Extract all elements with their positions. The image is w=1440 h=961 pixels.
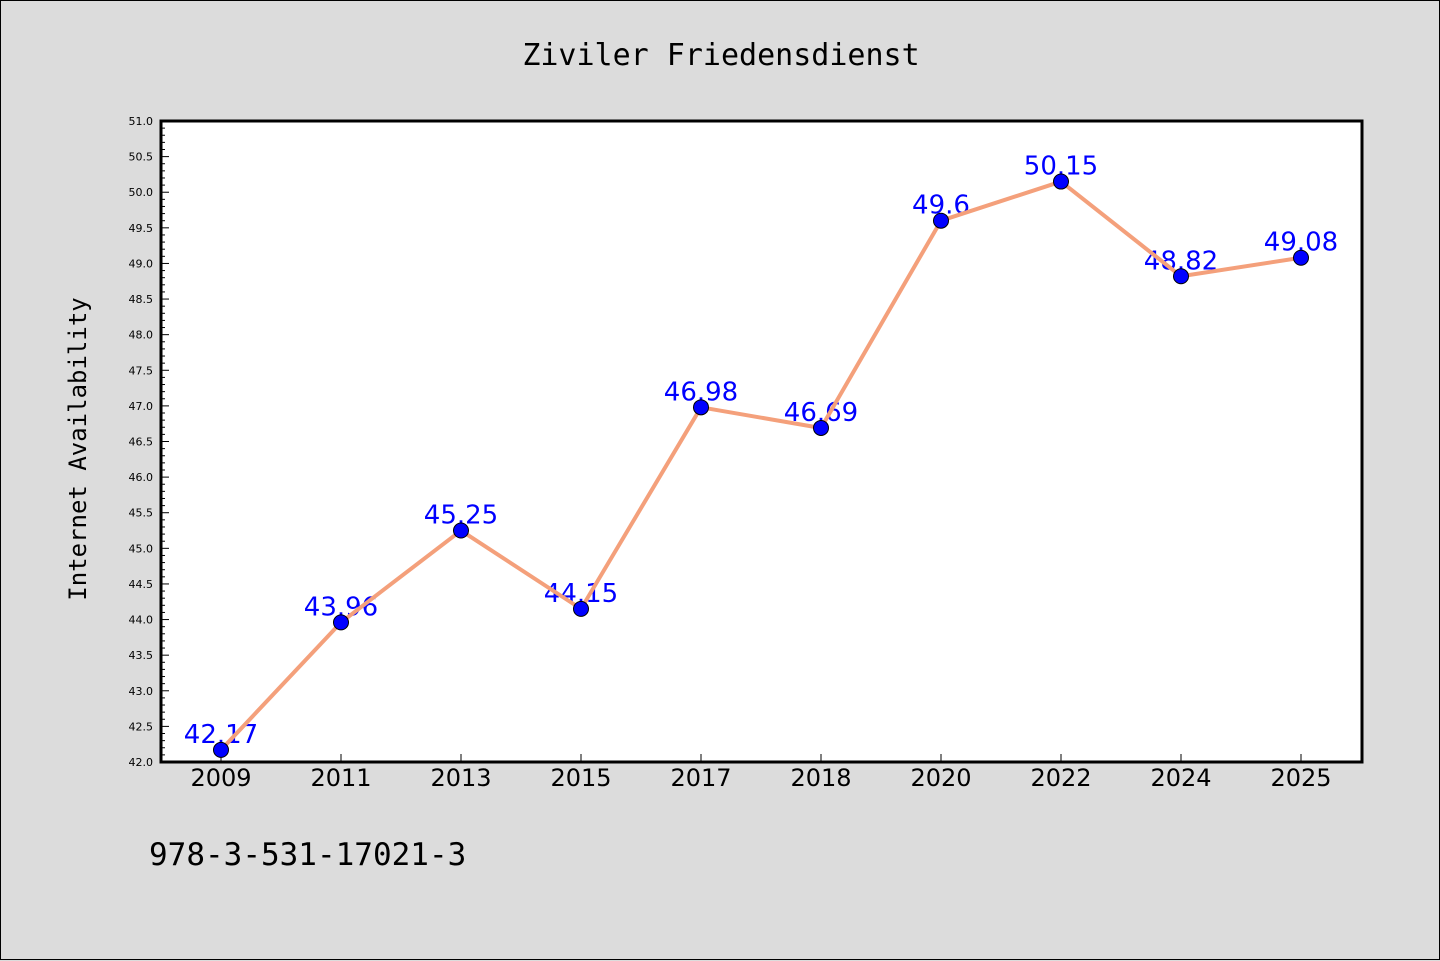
x-tick-label: 2013: [430, 764, 491, 792]
y-tick-label: 47.5: [129, 364, 154, 377]
data-point: [693, 399, 709, 416]
y-tick-label: 50.0: [129, 186, 154, 199]
data-point: [933, 212, 949, 229]
y-axis-ticks: 42.0 42.5 43.0 43.5 44.0 44.5 45.0 45.5 46.0 46.5…: [129, 115, 169, 769]
data-labels: 42.1743.9645.2544.1546.9846.6949.650.154…: [184, 152, 1338, 750]
series-line: [219, 179, 1302, 752]
data-point: [213, 741, 229, 758]
y-tick-label: 50.5: [129, 151, 154, 164]
x-tick-label: 2009: [190, 764, 251, 792]
chart-title: Ziviler Friedensdienst: [522, 38, 919, 73]
x-tick-label: 2017: [670, 764, 731, 792]
y-axis-label: Internet Availability: [64, 297, 92, 600]
y-tick-label: 42.0: [129, 756, 154, 769]
x-tick-label: 2011: [310, 764, 371, 792]
data-point: [1293, 249, 1309, 266]
y-tick-label: 43.0: [129, 685, 154, 698]
footer-isbn: 978-3-531-17021-3: [149, 837, 466, 873]
data-point: [1173, 268, 1189, 285]
data-point: [813, 419, 829, 436]
y-tick-label: 49.5: [129, 222, 154, 235]
x-tick-label: 2020: [910, 764, 971, 792]
y-tick-label: 45.5: [129, 507, 154, 520]
x-tick-label: 2018: [790, 764, 851, 792]
y-tick-label: 51.0: [129, 115, 154, 128]
data-point: [453, 522, 469, 539]
x-axis-ticks: 2009 2011 2013 2015 2017 2018 2020 2022 2024 2025: [190, 754, 1332, 792]
data-point: [1053, 173, 1069, 190]
data-point: [573, 600, 589, 617]
y-tick-label: 42.5: [129, 720, 154, 733]
y-tick-label: 45.0: [129, 542, 154, 555]
y-tick-label: 44.5: [129, 578, 154, 591]
y-tick-label: 43.5: [129, 649, 154, 662]
x-tick-label: 2024: [1150, 764, 1211, 792]
y-tick-label: 48.0: [129, 329, 154, 342]
data-series: [213, 173, 1309, 758]
y-tick-label: 44.0: [129, 614, 154, 627]
y-tick-label: 49.0: [129, 257, 154, 270]
data-point: [333, 614, 349, 631]
y-tick-label: 46.0: [129, 471, 154, 484]
x-tick-label: 2015: [550, 764, 611, 792]
y-tick-label: 46.5: [129, 436, 154, 449]
x-tick-label: 2022: [1030, 764, 1091, 792]
plot-area: [159, 119, 1364, 764]
y-tick-label: 47.0: [129, 400, 154, 413]
x-tick-label: 2025: [1270, 764, 1331, 792]
y-tick-label: 48.5: [129, 293, 154, 306]
